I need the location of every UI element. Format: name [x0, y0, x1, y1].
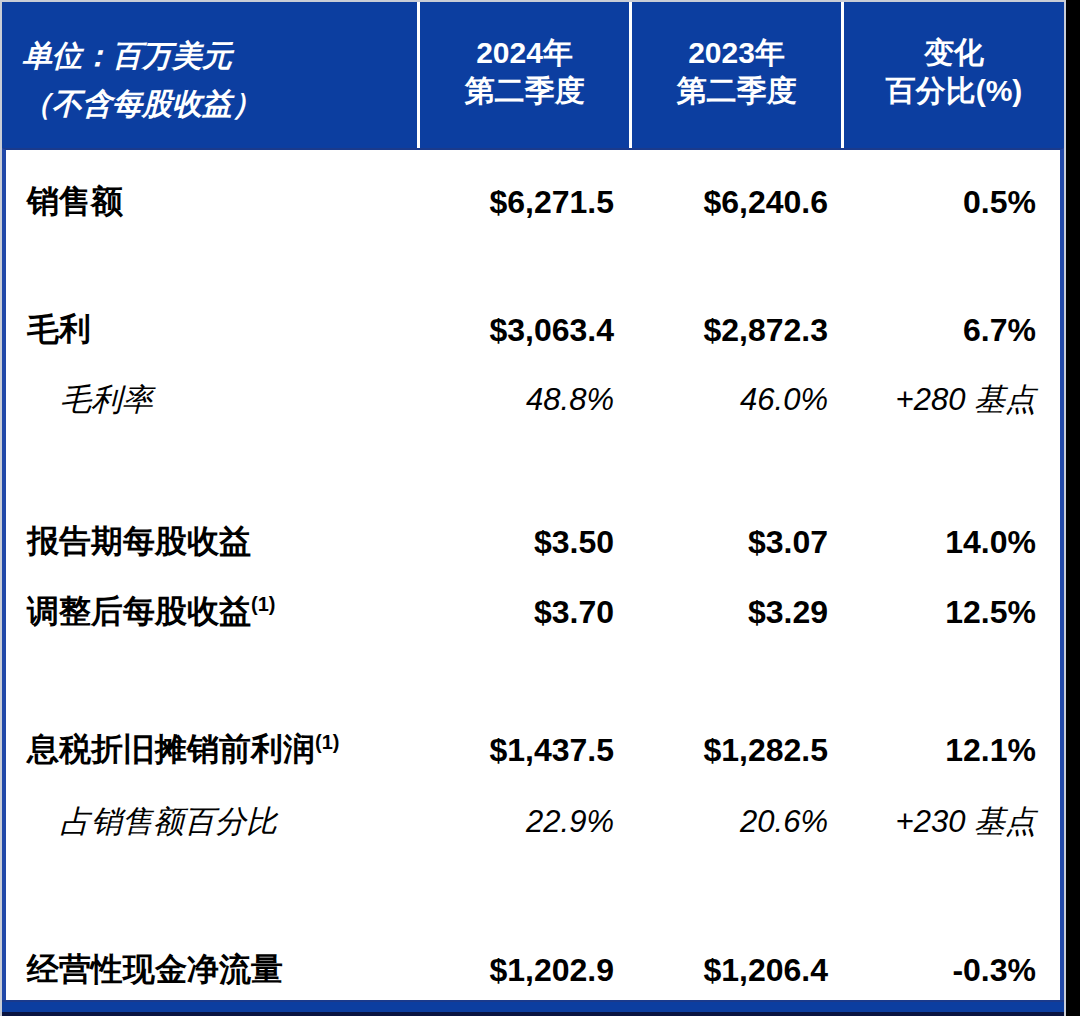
financial-results-table: 单位：百万美元 （不含每股收益） 2024年 第二季度 2023年 第二季度 变…	[0, 0, 1066, 1016]
value-change: 0.5%	[842, 184, 1060, 221]
table-row-sales: 销售额 $6,271.5 $6,240.6 0.5%	[6, 174, 1060, 230]
value-q2-2023: $1,282.5	[630, 732, 842, 769]
row-label: 毛利率	[6, 379, 418, 421]
column-header-q2-2023: 2023年 第二季度	[629, 2, 841, 148]
unit-note-line1: 单位：百万美元	[22, 32, 417, 80]
column-header-q2-2023-quarter: 第二季度	[677, 72, 797, 110]
value-q2-2023: 46.0%	[630, 382, 842, 418]
unit-note-line2: （不含每股收益）	[22, 80, 417, 128]
value-change: 14.0%	[842, 524, 1060, 561]
table-bottom-edge	[2, 1012, 1064, 1016]
column-header-q2-2024-quarter: 第二季度	[465, 72, 585, 110]
column-header-change-pct: 变化 百分比(%)	[841, 2, 1064, 148]
value-q2-2024: $3.70	[418, 594, 630, 631]
row-label-text: 占销售额百分比	[60, 804, 277, 839]
row-label-text: 经营性现金净流量	[27, 951, 283, 987]
value-q2-2024: $6,271.5	[418, 184, 630, 221]
table-row-reported-eps: 报告期每股收益 $3.50 $3.07 14.0%	[6, 514, 1060, 570]
row-label-text: 调整后每股收益	[27, 593, 251, 629]
column-header-q2-2023-year: 2023年	[688, 34, 785, 72]
value-change: +230 基点	[842, 801, 1060, 843]
row-label: 销售额	[6, 180, 418, 224]
value-change: -0.3%	[842, 952, 1060, 989]
row-label: 经营性现金净流量	[6, 948, 418, 992]
value-change: 12.1%	[842, 732, 1060, 769]
column-header-q2-2024-year: 2024年	[476, 34, 573, 72]
value-q2-2024: $3,063.4	[418, 312, 630, 349]
unit-note: 单位：百万美元 （不含每股收益）	[2, 2, 417, 148]
value-change: 6.7%	[842, 312, 1060, 349]
footnote-marker: (1)	[251, 593, 275, 615]
row-label: 占销售额百分比	[6, 801, 418, 843]
value-q2-2024: $3.50	[418, 524, 630, 561]
row-label: 报告期每股收益	[6, 520, 418, 564]
table-row-ebitda-pct-of-sales: 占销售额百分比 22.9% 20.6% +230 基点	[6, 794, 1060, 850]
table-row-gross-profit: 毛利 $3,063.4 $2,872.3 6.7%	[6, 302, 1060, 358]
table-body: 销售额 $6,271.5 $6,240.6 0.5% 毛利 $3,063.4 $…	[2, 148, 1064, 1000]
footnote-marker: (1)	[315, 731, 339, 753]
value-q2-2023: $6,240.6	[630, 184, 842, 221]
value-q2-2023: $1,206.4	[630, 952, 842, 989]
row-label: 息税折旧摊销前利润(1)	[6, 728, 418, 772]
value-q2-2023: 20.6%	[630, 804, 842, 840]
row-label: 毛利	[6, 308, 418, 352]
value-q2-2024: $1,202.9	[418, 952, 630, 989]
right-background-strip	[1066, 0, 1080, 1016]
row-label-text: 毛利	[27, 311, 91, 347]
column-header-q2-2024: 2024年 第二季度	[417, 2, 629, 148]
table-header: 单位：百万美元 （不含每股收益） 2024年 第二季度 2023年 第二季度 变…	[2, 2, 1064, 148]
row-label-text: 报告期每股收益	[27, 523, 251, 559]
value-q2-2023: $3.07	[630, 524, 842, 561]
value-change: +280 基点	[842, 379, 1060, 421]
value-q2-2024: 22.9%	[418, 804, 630, 840]
table-row-operating-cash-flow: 经营性现金净流量 $1,202.9 $1,206.4 -0.3%	[6, 942, 1060, 998]
column-header-change-line2: 百分比(%)	[886, 72, 1023, 110]
table-bottom-bar	[2, 1000, 1064, 1012]
value-q2-2024: $1,437.5	[418, 732, 630, 769]
value-q2-2023: $2,872.3	[630, 312, 842, 349]
row-label-text: 息税折旧摊销前利润	[27, 731, 315, 767]
table-row-adjusted-eps: 调整后每股收益(1) $3.70 $3.29 12.5%	[6, 584, 1060, 640]
value-change: 12.5%	[842, 594, 1060, 631]
value-q2-2024: 48.8%	[418, 382, 630, 418]
value-q2-2023: $3.29	[630, 594, 842, 631]
row-label-text: 销售额	[27, 183, 123, 219]
row-label: 调整后每股收益(1)	[6, 590, 418, 634]
table-row-ebitda: 息税折旧摊销前利润(1) $1,437.5 $1,282.5 12.1%	[6, 722, 1060, 778]
table-row-gross-margin: 毛利率 48.8% 46.0% +280 基点	[6, 372, 1060, 428]
column-header-change-line1: 变化	[924, 34, 984, 72]
row-label-text: 毛利率	[60, 382, 153, 417]
